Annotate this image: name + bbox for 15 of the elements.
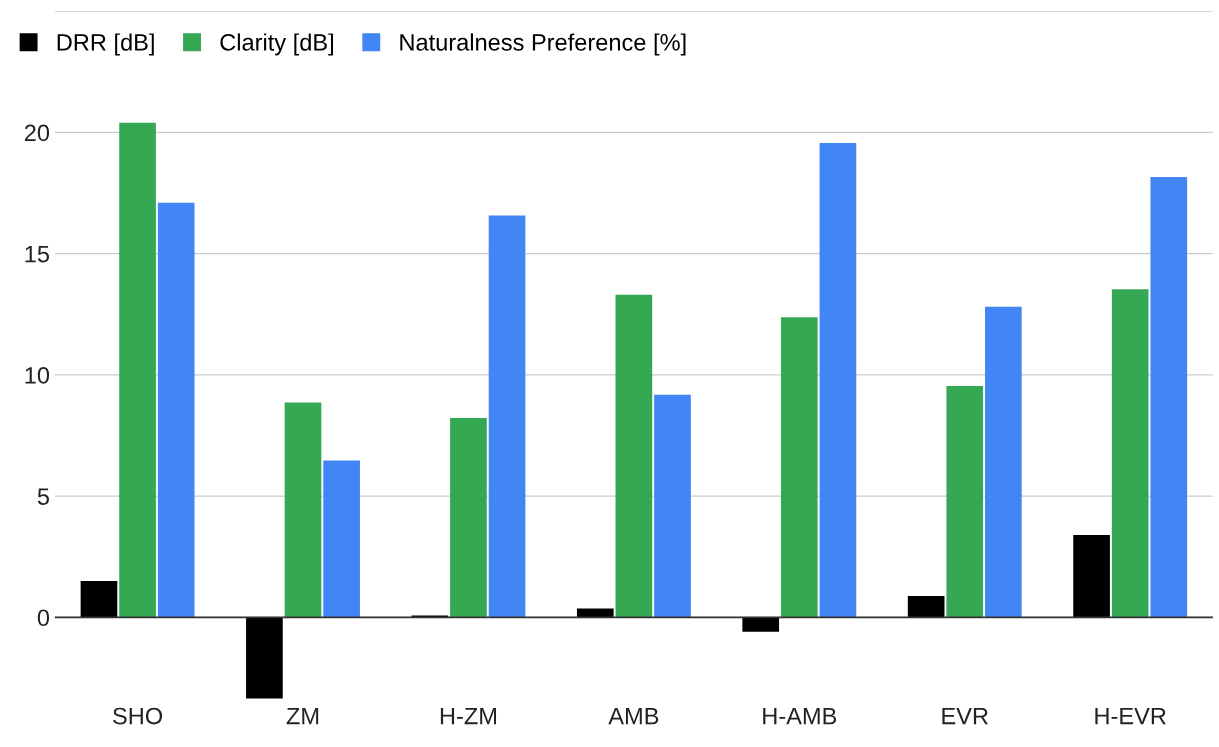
x-tick-label: H-EVR xyxy=(1095,707,1166,725)
y-tick-label: 10 xyxy=(25,366,50,384)
y-tick-label: 0 xyxy=(37,609,50,627)
legend-label: DRR [dB] xyxy=(57,33,154,56)
x-tick-label: EVR xyxy=(942,707,988,725)
y-tick-label: 20 xyxy=(24,124,50,142)
legend-label: Clarity [dB] xyxy=(220,33,333,56)
legend-label: Naturalness Preference [%] xyxy=(400,33,686,56)
x-tick-label: ZM xyxy=(286,707,319,725)
y-tick-label: 15 xyxy=(25,245,50,263)
x-tick-label: H-AMB xyxy=(763,707,837,725)
x-tick-label: SHO xyxy=(113,707,163,725)
y-tick-label: 5 xyxy=(37,488,50,505)
x-tick-label: AMB xyxy=(608,707,659,725)
x-tick-label: H-ZM xyxy=(440,707,497,725)
